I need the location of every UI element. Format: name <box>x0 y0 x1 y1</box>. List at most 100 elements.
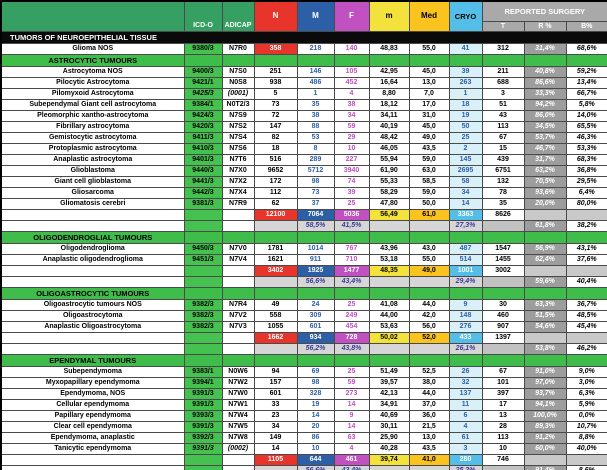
cell-n: 9652 <box>253 165 298 177</box>
cell-mean-age: 48,42 <box>368 132 410 144</box>
cell-adicap: N7R9 <box>221 198 255 210</box>
cell-median-age: 52,5 <box>408 366 450 378</box>
section-cell <box>253 287 298 300</box>
cell-m: 1014 <box>296 243 335 255</box>
cell-n: 938 <box>253 77 298 89</box>
table-row: Subependymal Giant cell astrocytoma 9384/… <box>0 99 607 111</box>
cell-median-age: 61,0 <box>408 209 450 221</box>
section-cell <box>221 287 255 300</box>
cell-m: 146 <box>296 66 335 78</box>
cell-n: 112 <box>253 187 298 199</box>
percent-row: 58,5% 41,5% 27,3% 61,8% 38,2% <box>0 220 607 232</box>
cell-r-pct: 56,9% <box>523 243 567 255</box>
cell-n: 358 <box>253 43 298 55</box>
section-header-row: OLIGOASTROCYTIC TUMOURS <box>0 287 607 300</box>
cell-tumor-name: Astrocytoma NOS <box>0 66 185 78</box>
section-cell <box>183 231 223 244</box>
section-title: EPENDYMAL TUMOURS <box>0 354 185 367</box>
cell-r-pct: 100,0% <box>523 410 567 422</box>
header-reported-surgery: REPORTED SURGERY <box>481 0 607 22</box>
section-cell <box>448 54 483 67</box>
cell-f: 14 <box>333 421 370 433</box>
cell-cryo: 487 <box>448 243 483 255</box>
table-row: Anaplastic astrocytoma 9401/3 N7T6 516 289 22… <box>0 154 607 166</box>
cell-m: 911 <box>296 254 335 266</box>
cell-icdo: 9394/1 <box>183 377 223 389</box>
cell-cryo-pct: 26,1% <box>448 343 483 355</box>
cell-r-pct: 59,6% <box>523 276 567 288</box>
cell-cryo: 514 <box>448 254 483 266</box>
cell-m: 1925 <box>296 265 335 277</box>
table-row: Clear cell ependymoma 9391/3 N7W5 34 20 14 30,… <box>0 421 607 433</box>
cell-median-age: 43,5 <box>408 443 450 455</box>
cell-n <box>253 276 298 288</box>
cell-cryo: 1001 <box>448 265 483 277</box>
cell-m: 10 <box>296 443 335 455</box>
cell-f-pct: 43,4% <box>333 276 370 288</box>
cell-b-pct: 8,8% <box>565 432 607 444</box>
cell-n: 157 <box>253 377 298 389</box>
cell-b-pct: 40,4% <box>565 276 607 288</box>
cell-mean-age: 56,49 <box>368 209 410 221</box>
cell-icdo: 9391/3 <box>183 399 223 411</box>
cell-adicap <box>221 332 255 344</box>
cell-m: 73 <box>296 187 335 199</box>
cell-r-pct: 33,3% <box>523 88 567 100</box>
cell-mean-age <box>368 465 410 470</box>
cell-n: 1621 <box>253 254 298 266</box>
section-cell <box>481 231 525 244</box>
cell-f: 452 <box>333 77 370 89</box>
cell-median-age <box>408 343 450 355</box>
cell-r-pct <box>523 209 567 221</box>
subtotal-row: 3402 1925 1477 48,35 49,0 1001 3002 <box>0 265 607 277</box>
cell-t: 688 <box>481 77 525 89</box>
cell-m: 69 <box>296 366 335 378</box>
cell-mean-age: 43,96 <box>368 243 410 255</box>
cell-n: 558 <box>253 310 298 322</box>
cell-b-pct: 80,0% <box>565 198 607 210</box>
cell-adicap: N7R4 <box>221 299 255 311</box>
cell-icdo <box>183 209 223 221</box>
cell-m: 20 <box>296 421 335 433</box>
cell-median-age: 58,5 <box>408 176 450 188</box>
cell-m: 601 <box>296 321 335 333</box>
cell-cryo: 263 <box>448 77 483 89</box>
cell-n: 23 <box>253 410 298 422</box>
subtotal-row: 1105 644 461 39,74 41,0 280 746 <box>0 454 607 466</box>
cell-f: 767 <box>333 243 370 255</box>
header-cryo: CRYO <box>448 0 483 32</box>
cell-cryo: 148 <box>448 310 483 322</box>
cell-t: 30 <box>481 299 525 311</box>
cell-b-pct: 48,5% <box>565 310 607 322</box>
cell-cryo-pct: 25,2% <box>448 465 483 470</box>
cell-r-pct: 91,0% <box>523 366 567 378</box>
table-row: Giant cell glioblastoma 9441/3 N7X2 172 98 74… <box>0 176 607 188</box>
cell-cryo: 34 <box>448 187 483 199</box>
cell-b-pct: 40,0% <box>565 443 607 455</box>
cell-n: 3402 <box>253 265 298 277</box>
cell-f: 38 <box>333 99 370 111</box>
cell-f: 728 <box>333 332 370 344</box>
cell-b-pct: 13,4% <box>565 77 607 89</box>
table-row: Ependymoma, anaplastic 9392/3 N7W8 149 86 63 2… <box>0 432 607 444</box>
cell-cryo-pct: 27,3% <box>448 220 483 232</box>
cell-t <box>481 343 525 355</box>
cell-median-age: 17,0 <box>408 99 450 111</box>
header-adicap: ADICAP <box>221 0 255 32</box>
cell-f: 1477 <box>333 265 370 277</box>
cell-m: 86 <box>296 432 335 444</box>
header-b-pct: B% <box>565 21 607 32</box>
cell-cryo: 41 <box>448 43 483 55</box>
cell-median-age: 44,0 <box>408 388 450 400</box>
cell-cryo: 11 <box>448 399 483 411</box>
cell-tumor-name: Clear cell ependymoma <box>0 421 185 433</box>
cell-mean-age: 50,02 <box>368 332 410 344</box>
cell-adicap <box>221 220 255 232</box>
subtotal-row: 1662 934 728 50,02 52,0 433 1397 <box>0 332 607 344</box>
section-cell <box>253 54 298 67</box>
cell-t: 460 <box>481 310 525 322</box>
cell-r-pct: 54,6% <box>523 321 567 333</box>
cell-t: 397 <box>481 388 525 400</box>
table-row: Pleomorphic xantho-astrocytoma 9424/3 N7S9… <box>0 110 607 122</box>
cell-mean-age: 40,28 <box>368 443 410 455</box>
